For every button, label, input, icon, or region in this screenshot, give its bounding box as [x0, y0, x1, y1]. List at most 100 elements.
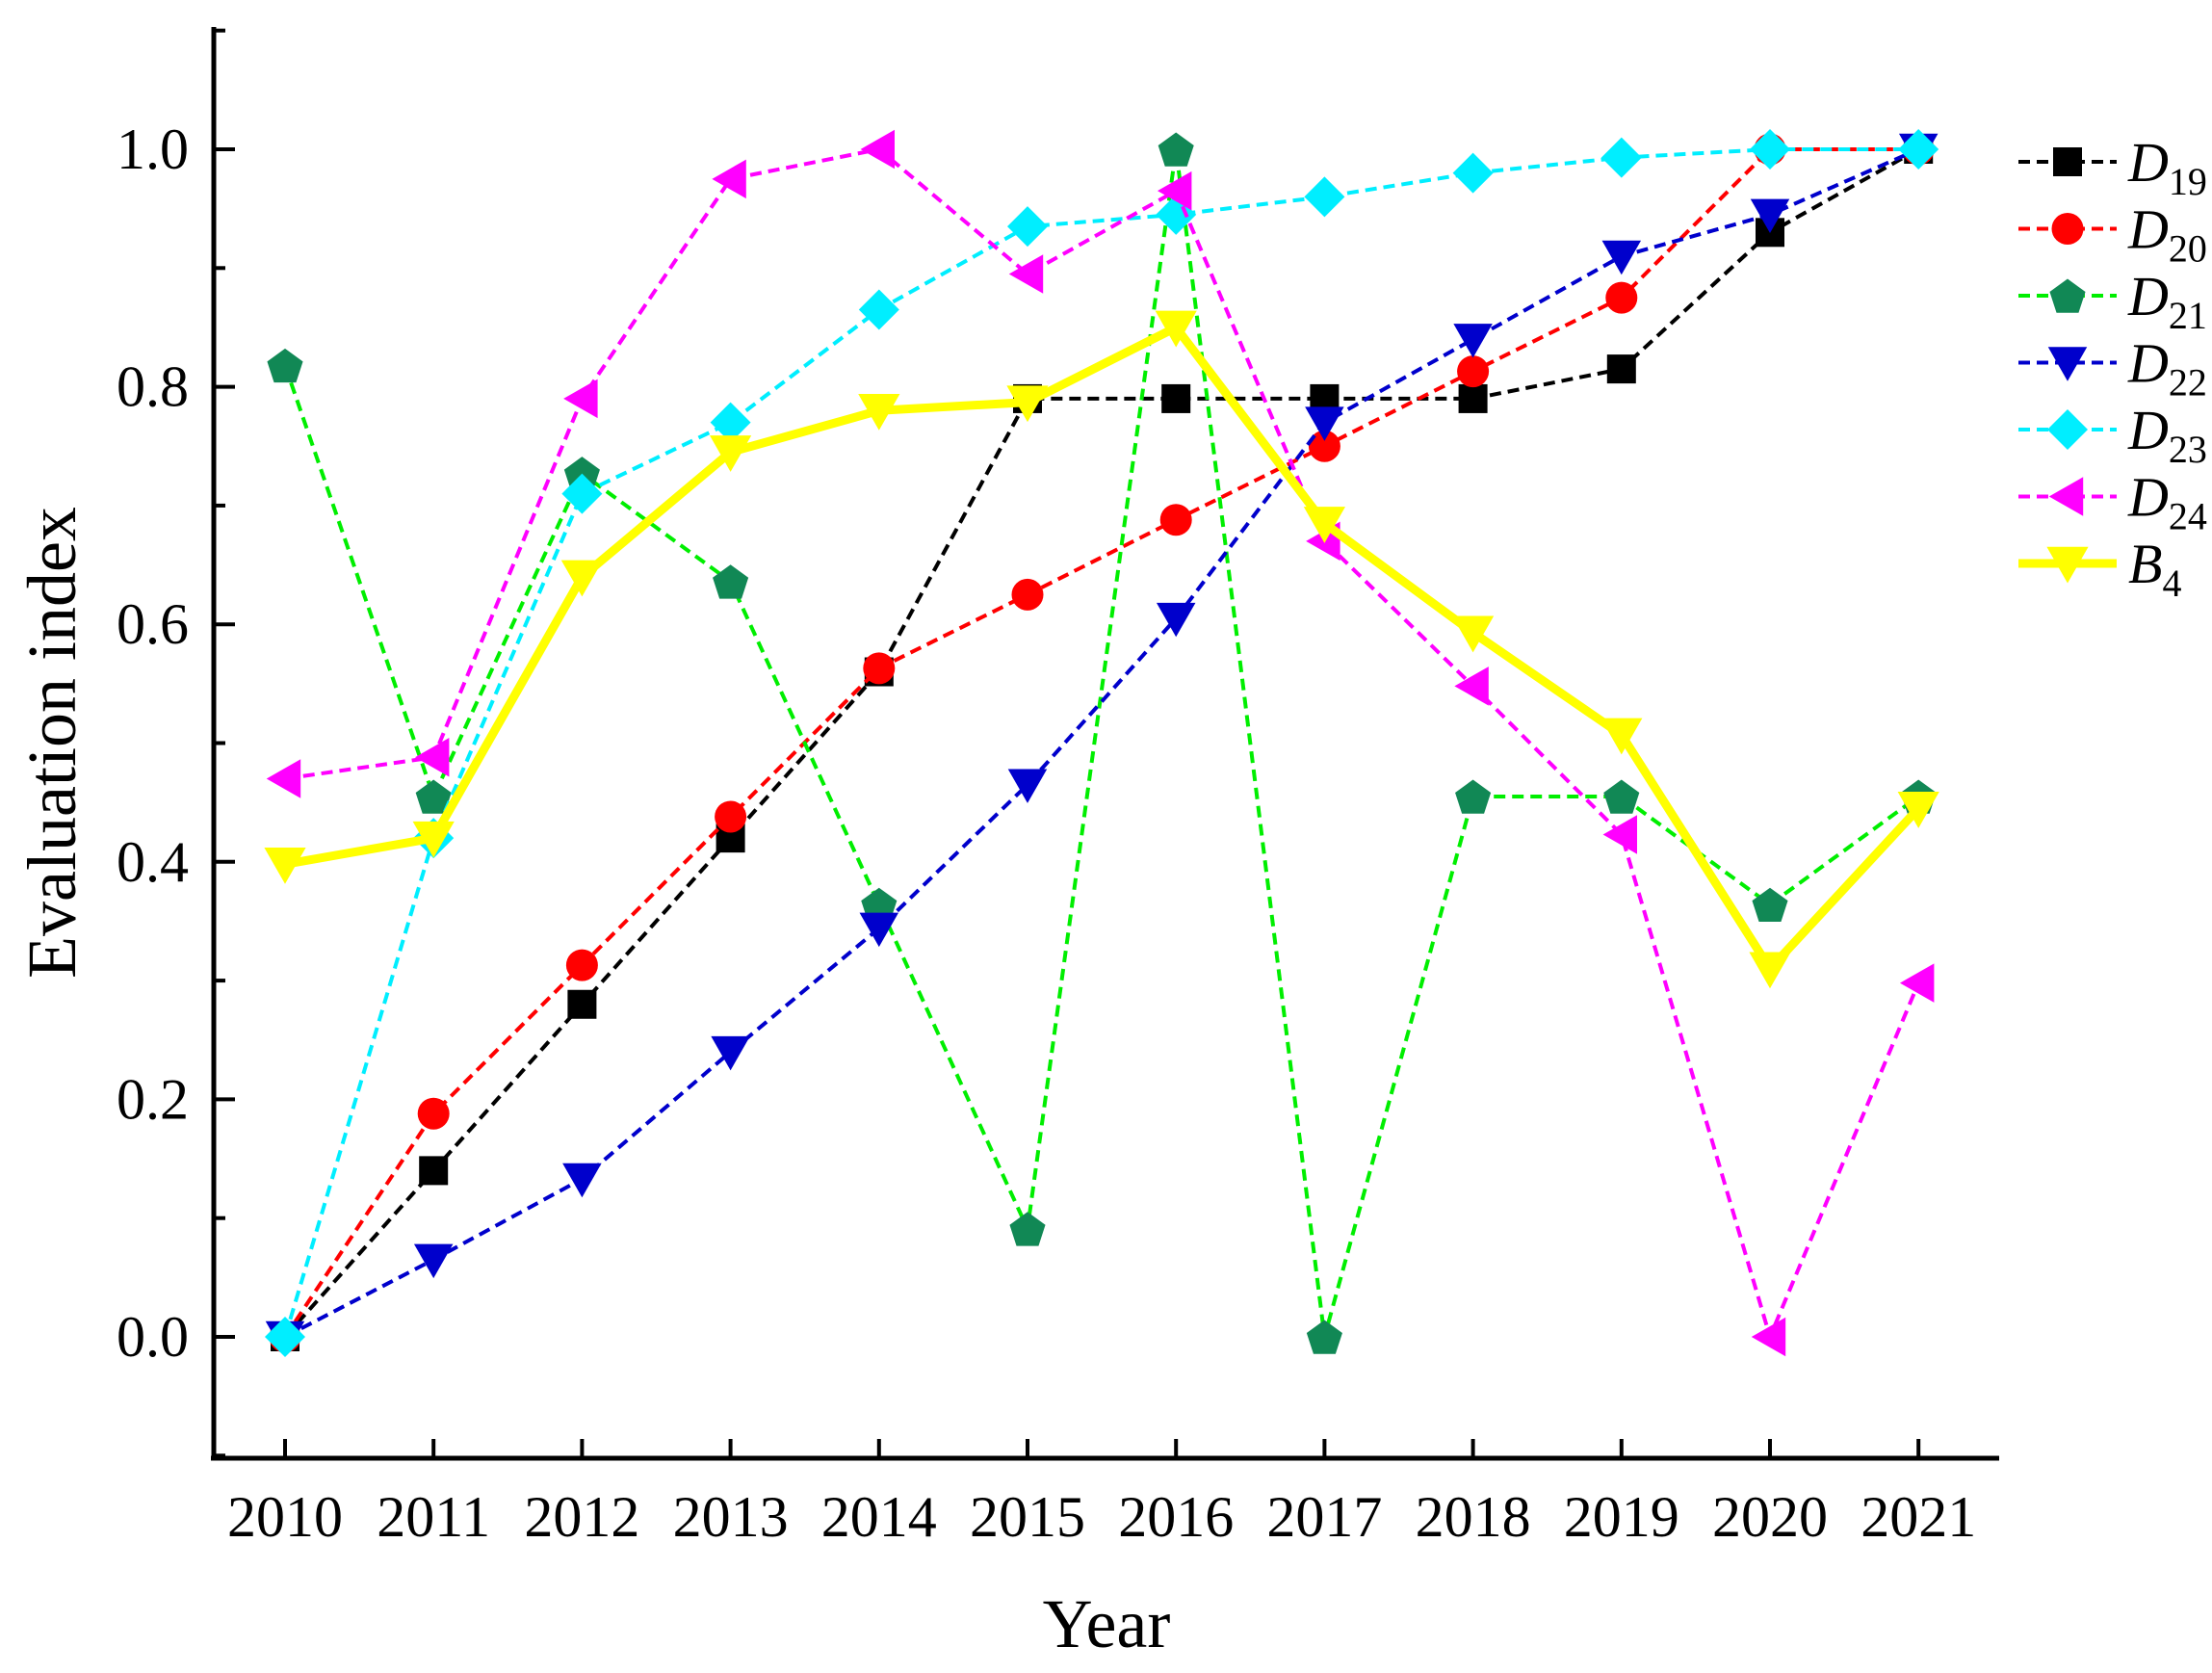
- point-B4-2017: [1303, 507, 1345, 543]
- y-tick-label-0.6: 0.6: [117, 592, 189, 656]
- legend-label-B4: B4: [2128, 533, 2181, 605]
- axes: [211, 27, 1999, 1461]
- point-B4-2015: [1006, 385, 1049, 423]
- point-D20-2011: [417, 1097, 450, 1130]
- series-B4: [264, 310, 1939, 989]
- point-D22-2011: [413, 1243, 454, 1279]
- point-D23-2014: [858, 289, 899, 330]
- legend-label-D22: D22: [2127, 332, 2207, 405]
- point-D24-2015: [1008, 254, 1044, 294]
- series-line-D22: [284, 147, 1920, 1339]
- point-B4-2020: [1749, 952, 1791, 989]
- point-D23-2012: [561, 473, 603, 514]
- plot-area: [264, 129, 1939, 1357]
- point-D20-2017: [1308, 430, 1340, 462]
- point-B4-2011: [412, 821, 455, 858]
- point-D24-2010: [266, 759, 301, 798]
- point-D20-2013: [715, 800, 747, 833]
- point-D24-2020: [1751, 1317, 1786, 1357]
- point-D21-2013: [713, 564, 749, 599]
- point-D24-2014: [860, 129, 895, 170]
- point-D23-2013: [710, 402, 751, 443]
- legend-label-D23: D23: [2127, 399, 2207, 471]
- point-D24-2016: [1157, 170, 1192, 211]
- series-line-D21: [283, 147, 1920, 1339]
- x-tick-label-2015: 2015: [970, 1485, 1085, 1549]
- point-D20-2018: [1457, 355, 1490, 388]
- series-D20: [269, 133, 1935, 1353]
- ticks: 2010 2011 2012 2013 2014 2015 2016 2017 2018 2019…: [117, 28, 1976, 1549]
- series-D23: [265, 129, 1939, 1357]
- point-B4-2018: [1452, 615, 1495, 653]
- point-D21-2011: [415, 779, 452, 814]
- point-D23-2015: [1007, 206, 1048, 248]
- point-D19-2016: [1161, 383, 1191, 413]
- point-B4-2013: [710, 435, 752, 472]
- x-tick-label-2019: 2019: [1564, 1485, 1679, 1549]
- legend-marker-D24: [2048, 477, 2084, 516]
- point-D20-2016: [1159, 504, 1192, 536]
- series-line-B4: [284, 323, 1922, 974]
- point-D20-2014: [863, 652, 896, 685]
- point-D23-2010: [265, 1317, 305, 1357]
- legend-label-D24: D24: [2127, 466, 2207, 538]
- legend-marker-D20: [2051, 213, 2084, 245]
- y-tick-label-1.0: 1.0: [117, 118, 189, 181]
- x-tick-label-2010: 2010: [227, 1485, 343, 1549]
- point-D22-2012: [562, 1163, 602, 1198]
- point-B4-2010: [264, 847, 306, 884]
- y-tick-label-0.8: 0.8: [117, 355, 189, 419]
- legend-marker-D22: [2047, 347, 2088, 381]
- point-B4-2021: [1897, 792, 1939, 828]
- point-D21-2015: [1009, 1212, 1046, 1246]
- legend-item-B4: B4: [2018, 533, 2181, 605]
- legend-marker-D19: [2053, 147, 2082, 176]
- series-line-D24: [284, 147, 1921, 1339]
- x-axis-title: Year: [1043, 1585, 1171, 1662]
- y-tick-label-0.4: 0.4: [117, 830, 189, 894]
- point-D23-2021: [1898, 129, 1939, 170]
- point-D24-2013: [712, 159, 746, 199]
- legend-item-D19: D19: [2018, 131, 2207, 203]
- x-tick-label-2021: 2021: [1861, 1485, 1976, 1549]
- y-tick-label-0.2: 0.2: [117, 1067, 189, 1131]
- x-tick-label-2012: 2012: [524, 1485, 639, 1549]
- legend-label-D19: D19: [2127, 131, 2207, 203]
- point-D23-2019: [1600, 137, 1642, 178]
- x-tick-label-2018: 2018: [1416, 1485, 1531, 1549]
- point-D24-2018: [1454, 667, 1489, 706]
- legend-item-D20: D20: [2018, 198, 2207, 271]
- point-B4-2012: [560, 560, 603, 597]
- point-D19-2018: [1458, 383, 1488, 413]
- x-tick-label-2014: 2014: [821, 1485, 937, 1549]
- series-line-D20: [283, 147, 1919, 1339]
- x-tick-label-2016: 2016: [1118, 1485, 1234, 1549]
- legend-label-D20: D20: [2127, 198, 2207, 271]
- point-D22-2014: [859, 912, 899, 948]
- series-line-D23: [283, 147, 1919, 1338]
- point-B4-2019: [1600, 718, 1643, 755]
- point-D21-2019: [1603, 779, 1640, 814]
- point-D22-2020: [1750, 198, 1790, 234]
- point-D22-2013: [711, 1035, 750, 1071]
- point-D21-2020: [1752, 887, 1788, 922]
- point-D20-2015: [1011, 578, 1044, 611]
- legend-marker-D21: [2049, 278, 2086, 313]
- point-D19-2011: [419, 1156, 449, 1186]
- legend-item-D24: D24: [2018, 466, 2207, 538]
- series-D21: [267, 132, 1937, 1354]
- point-D23-2018: [1452, 152, 1494, 194]
- point-B4-2016: [1155, 310, 1197, 348]
- point-B4-2014: [858, 393, 900, 431]
- point-D24-2012: [563, 379, 598, 419]
- point-D21-2010: [267, 348, 303, 383]
- series-D24: [266, 129, 1935, 1357]
- point-D23-2017: [1304, 176, 1345, 218]
- point-D24-2021: [1899, 963, 1935, 1003]
- series-line-D19: [283, 147, 1920, 1339]
- series-D19: [271, 135, 1934, 1351]
- legend-marker-B4: [2046, 546, 2089, 584]
- point-D21-2017: [1306, 1320, 1342, 1354]
